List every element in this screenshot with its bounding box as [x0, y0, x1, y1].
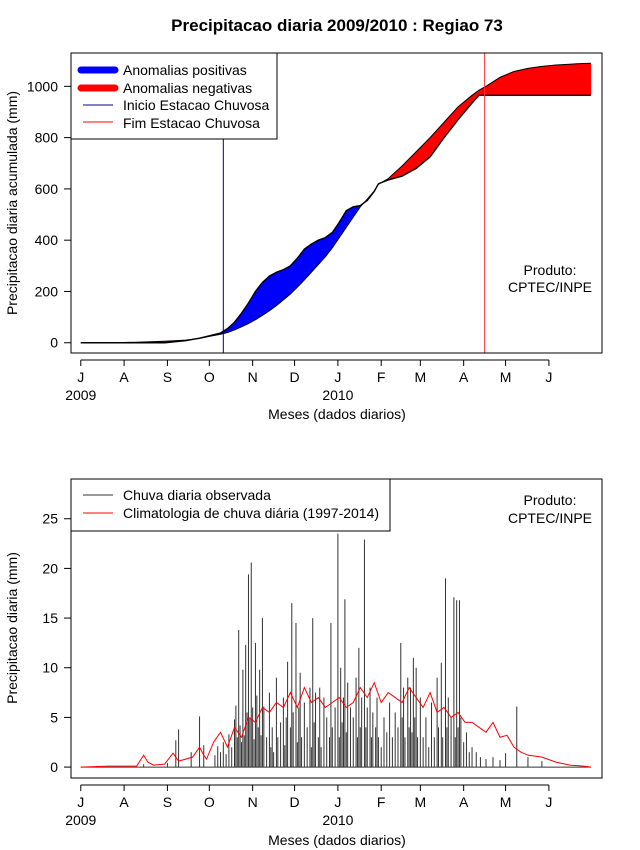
x-tick-label: N: [248, 369, 258, 385]
x-tick-label: J: [77, 794, 84, 810]
legend-label-positive: Anomalias positivas: [123, 62, 247, 78]
annotation-produto: Produto:: [524, 492, 577, 508]
y-axis-label: Precipitacao diaria (mm): [4, 552, 20, 704]
x-tick-label: J: [334, 794, 341, 810]
observed-cumulative-line: [80, 94, 591, 344]
x-tick-label: F: [377, 794, 386, 810]
y-tick-label: 1000: [27, 78, 58, 94]
x-tick-label: M: [415, 794, 427, 810]
legend: Chuva diaria observada Climatologia de c…: [70, 478, 391, 532]
x-tick-label: O: [204, 794, 215, 810]
y-tick-label: 25: [42, 511, 58, 527]
x-tick-label: S: [163, 794, 172, 810]
y-tick-label: 10: [42, 660, 58, 676]
cumulative-lines: [80, 62, 591, 344]
legend: Anomalias positivas Anomalias negativas …: [70, 52, 278, 140]
climatology-daily-line: [80, 681, 591, 768]
x-tick-label: A: [459, 369, 469, 385]
figure-title: Precipitacao diaria 2009/2010 : Regiao 7…: [171, 16, 503, 35]
x-tick-label: J: [545, 794, 552, 810]
x-axis-label: Meses (dados diarios): [268, 406, 406, 422]
year-label: 2010: [322, 387, 353, 403]
legend-label-observed: Chuva diaria observada: [123, 487, 271, 503]
annotation-produto: Produto:: [524, 262, 577, 278]
y-axis: 0 5 10 15 20 25: [42, 511, 71, 775]
x-tick-label: O: [204, 369, 215, 385]
y-axis: 0 200 400 600 800 1000: [27, 78, 71, 351]
x-axis-label: Meses (dados diarios): [268, 832, 406, 848]
y-tick-label: 400: [35, 232, 59, 248]
x-tick-label: D: [290, 369, 300, 385]
y-tick-label: 800: [35, 130, 59, 146]
climatology-cumulative-line: [80, 62, 591, 344]
year-label: 2009: [65, 812, 96, 828]
x-tick-label: M: [500, 794, 512, 810]
x-tick-label: M: [500, 369, 512, 385]
x-tick-label: J: [334, 369, 341, 385]
annotation-cptec: CPTEC/INPE: [508, 279, 592, 295]
observed-bars: [80, 533, 591, 768]
legend-label-season-end: Fim Estacao Chuvosa: [123, 115, 260, 131]
y-tick-label: 200: [35, 283, 59, 299]
y-tick-label: 600: [35, 181, 59, 197]
year-label: 2010: [322, 812, 353, 828]
x-tick-label: S: [163, 369, 172, 385]
year-label: 2009: [65, 387, 96, 403]
legend-label-negative: Anomalias negativas: [123, 80, 252, 96]
legend-label-season-start: Inicio Estacao Chuvosa: [123, 97, 270, 113]
x-tick-label: A: [119, 794, 129, 810]
climatology-line: [80, 681, 591, 768]
legend-box: [70, 478, 391, 532]
year-labels: 2009 2010: [65, 812, 353, 828]
y-tick-label: 0: [50, 759, 58, 775]
plot-frame: [70, 52, 603, 354]
y-tick-label: 20: [42, 560, 58, 576]
x-tick-label: N: [248, 794, 258, 810]
anomaly-negative-segment: [589, 63, 592, 96]
y-tick-label: 15: [42, 610, 58, 626]
daily-chart: 0 5 10 15 20 25 J A S O N D J F M A M J 2009 2010 Meses (…: [4, 478, 603, 848]
annotation-cptec: CPTEC/INPE: [508, 510, 592, 526]
x-tick-label: A: [119, 369, 129, 385]
x-tick-label: J: [77, 369, 84, 385]
x-tick-label: M: [415, 369, 427, 385]
x-tick-label: D: [290, 794, 300, 810]
year-labels: 2009 2010: [65, 387, 353, 403]
legend-label-climatology: Climatologia de chuva diária (1997-2014): [123, 505, 379, 521]
x-tick-label: F: [377, 369, 386, 385]
x-tick-label: A: [459, 794, 469, 810]
x-tick-label: J: [545, 369, 552, 385]
y-tick-label: 0: [50, 335, 58, 351]
y-axis-label: Precipitacao diaria acumulada (mm): [4, 91, 20, 315]
y-tick-label: 5: [50, 709, 58, 725]
